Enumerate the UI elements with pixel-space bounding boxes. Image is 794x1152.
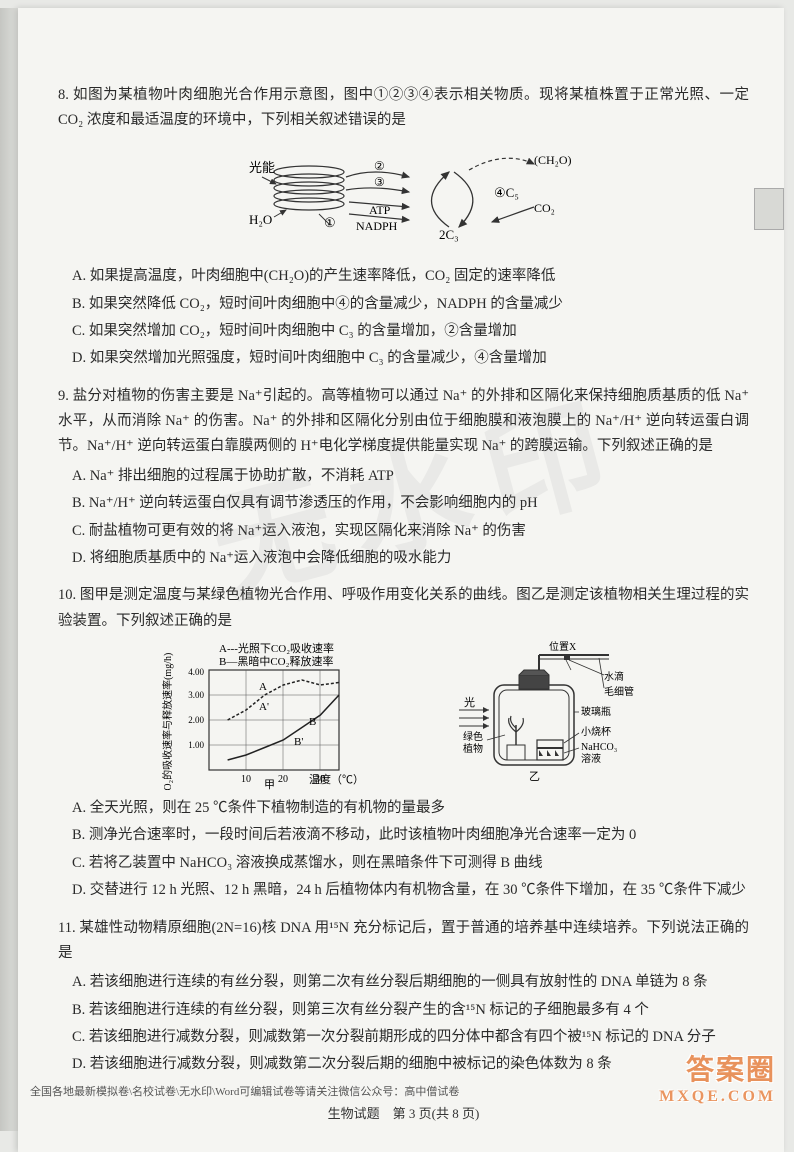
- question-11: 11. 某雄性动物精原细胞(2N=16)核 DNA 用¹⁵N 充分标记后，置于普…: [58, 916, 749, 1078]
- label-c5: ④C₅: [494, 185, 519, 200]
- label-n1: ①: [324, 215, 336, 230]
- question-10: 10. 图甲是测定温度与某绿色植物光合作用、呼吸作用变化关系的曲线。图乙是测定该…: [58, 583, 749, 903]
- label-position-x: 位置X: [549, 640, 577, 653]
- q11-stem-text: 某雄性动物精原细胞(2N=16)核 DNA 用¹⁵N 充分标记后，置于普通的培养…: [58, 920, 749, 961]
- q8-option-b: B. 如果突然降低 CO₂，短时间叶肉细胞中④的含量减少，NADPH 的含量减少: [58, 292, 749, 317]
- watermark-bottom-text: 全国各地最新模拟卷\名校试卷\无水印\Word可编辑试卷等请关注微信公众号：高中…: [30, 1083, 459, 1099]
- q10-apparatus: 位置X 水滴 毛细管 光: [449, 640, 649, 790]
- legend-b: B—黑暗中CO₂释放速率: [219, 654, 333, 668]
- thylakoid-icon: [274, 166, 344, 210]
- label-ch2o: (CH₂O): [534, 153, 572, 167]
- y-label: CO₂的吸收速率与释放速率(mg/h): [161, 653, 174, 790]
- q9-stem-text: 盐分对植物的伤害主要是 Na⁺引起的。高等植物可以通过 Na⁺ 的外排和区隔化来…: [58, 388, 749, 455]
- svg-text:B: B: [309, 716, 316, 728]
- q9-stem: 9. 盐分对植物的伤害主要是 Na⁺引起的。高等植物可以通过 Na⁺ 的外排和区…: [58, 384, 749, 460]
- label-light: 光能: [249, 160, 275, 175]
- legend-a: A---光照下CO₂吸收速率: [219, 641, 334, 655]
- q9-number: 9.: [58, 388, 69, 404]
- label-flask: 玻璃瓶: [581, 705, 611, 718]
- q8-stem-text: 如图为某植物叶肉细胞光合作用示意图，图中①②③④表示相关物质。现将某植株置于正常…: [58, 87, 749, 128]
- ytick-2: 2.00: [188, 715, 204, 725]
- question-9: 9. 盐分对植物的伤害主要是 Na⁺引起的。高等植物可以通过 Na⁺ 的外排和区…: [58, 384, 749, 572]
- q8-number: 8.: [58, 87, 69, 103]
- q11-number: 11.: [58, 920, 76, 936]
- q10-option-d: D. 交替进行 12 h 光照、12 h 黑暗，24 h 后植物体内有机物含量，…: [58, 878, 749, 903]
- q8-option-d: D. 如果突然增加光照强度，短时间叶肉细胞中 C₃ 的含量减少，④含量增加: [58, 346, 749, 371]
- q11-options: A. 若该细胞进行连续的有丝分裂，则第二次有丝分裂后期细胞的一侧具有放射性的 D…: [58, 970, 749, 1078]
- q10-number: 10.: [58, 587, 76, 603]
- q8-option-c: C. 如果突然增加 CO₂，短时间叶肉细胞中 C₃ 的含量增加，②含量增加: [58, 319, 749, 344]
- plant-icon: [507, 716, 525, 760]
- svg-text:A: A: [259, 681, 267, 693]
- chart-figure-label: 甲: [264, 779, 275, 790]
- label-co2: CO₂: [534, 201, 555, 215]
- q9-option-a: A. Na⁺ 排出细胞的过程属于协助扩散，不消耗 ATP: [58, 464, 749, 489]
- q11-option-d: D. 若该细胞进行减数分裂，则减数第二次分裂后期的细胞中被标记的染色体数为 8 …: [58, 1052, 749, 1077]
- apparatus-figure-label: 乙: [529, 770, 540, 783]
- label-nahco3-1: NaHCO₃: [581, 742, 617, 753]
- q8-diagram: 光能 H₂O ① ② ③ ATP NADPH: [214, 142, 594, 247]
- page-footer: 生物试题 第 3 页(共 8 页): [58, 1103, 749, 1122]
- q11-option-c: C. 若该细胞进行减数分裂，则减数第一次分裂前期形成的四分体中都含有四个被¹⁵N…: [58, 1025, 749, 1050]
- q8-option-a: A. 如果提高温度，叶肉细胞中(CH₂O)的产生速率降低，CO₂ 固定的速率降低: [58, 264, 749, 289]
- q8-stem: 8. 如图为某植物叶肉细胞光合作用示意图，图中①②③④表示相关物质。现将某植株置…: [58, 83, 749, 134]
- ytick-4: 4.00: [188, 667, 204, 677]
- q9-option-d: D. 将细胞质基质中的 Na⁺运入液泡中会降低细胞的吸水能力: [58, 546, 749, 571]
- svg-text:B': B': [294, 736, 303, 748]
- q10-option-c: C. 若将乙装置中 NaHCO₃ 溶液换成蒸馏水，则在黑暗条件下可测得 B 曲线: [58, 851, 749, 876]
- label-n3: ③: [374, 175, 385, 189]
- label-n2: ②: [374, 159, 385, 173]
- label-plant1: 绿色: [463, 730, 483, 743]
- label-nahco3-2: 溶液: [581, 752, 601, 765]
- ytick-3: 3.00: [188, 690, 204, 700]
- q10-diagrams: A---光照下CO₂吸收速率 B—黑暗中CO₂释放速率 CO₂的吸收速率与释放速…: [58, 640, 749, 790]
- label-h2o: H₂O: [249, 212, 272, 227]
- q10-stem-text: 图甲是测定温度与某绿色植物光合作用、呼吸作用变化关系的曲线。图乙是测定该植物相关…: [58, 587, 749, 628]
- q10-options: A. 全天光照，则在 25 ℃条件下植物制造的有机物的量最多 B. 测净光合速率…: [58, 796, 749, 904]
- question-8: 8. 如图为某植物叶肉细胞光合作用示意图，图中①②③④表示相关物质。现将某植株置…: [58, 83, 749, 372]
- q11-stem: 11. 某雄性动物精原细胞(2N=16)核 DNA 用¹⁵N 充分标记后，置于普…: [58, 916, 749, 967]
- q8-options: A. 如果提高温度，叶肉细胞中(CH₂O)的产生速率降低，CO₂ 固定的速率降低…: [58, 264, 749, 372]
- q9-options: A. Na⁺ 排出细胞的过程属于协助扩散，不消耗 ATP B. Na⁺/H⁺ 逆…: [58, 464, 749, 572]
- label-plant2: 植物: [463, 742, 483, 755]
- logo-line1: 答案圈: [659, 1048, 776, 1088]
- q9-option-b: B. Na⁺/H⁺ 逆向转运蛋白仅具有调节渗透压的作用，不会影响细胞内的 pH: [58, 491, 749, 516]
- watermark-logo: 答案圈 MXQE.COM: [659, 1048, 776, 1106]
- xtick-1: 10: [241, 774, 251, 785]
- label-capillary: 毛细管: [604, 685, 634, 698]
- label-c3: 2C₃: [439, 227, 459, 242]
- label-water-drop: 水滴: [604, 670, 624, 683]
- q8-diagram-container: 光能 H₂O ① ② ③ ATP NADPH: [58, 142, 749, 256]
- label-nadph: NADPH: [356, 219, 398, 233]
- q10-option-b: B. 测净光合速率时，一段时间后若液滴不移动，此时该植物叶肉细胞净光合速率一定为…: [58, 823, 749, 848]
- label-beaker: 小烧杯: [581, 725, 611, 738]
- label-light-arrow: 光: [464, 695, 475, 709]
- ytick-1: 1.00: [188, 740, 204, 750]
- label-atp: ATP: [369, 203, 391, 217]
- q10-chart: A---光照下CO₂吸收速率 B—黑暗中CO₂释放速率 CO₂的吸收速率与释放速…: [159, 640, 389, 790]
- q11-option-b: B. 若该细胞进行连续的有丝分裂，则第三次有丝分裂产生的含¹⁵N 标记的子细胞最…: [58, 998, 749, 1023]
- page-left-edge: [0, 8, 18, 1131]
- side-tab: [754, 188, 784, 230]
- q11-option-a: A. 若该细胞进行连续的有丝分裂，则第二次有丝分裂后期细胞的一侧具有放射性的 D…: [58, 970, 749, 995]
- q9-option-c: C. 耐盐植物可更有效的将 Na⁺运入液泡，实现区隔化来消除 Na⁺ 的伤害: [58, 519, 749, 544]
- x-label: 温度（℃）: [309, 772, 364, 786]
- svg-text:A': A': [259, 701, 269, 713]
- q10-option-a: A. 全天光照，则在 25 ℃条件下植物制造的有机物的量最多: [58, 796, 749, 821]
- q10-stem: 10. 图甲是测定温度与某绿色植物光合作用、呼吸作用变化关系的曲线。图乙是测定该…: [58, 583, 749, 634]
- exam-page: 无水印 8. 如图为某植物叶肉细胞光合作用示意图，图中①②③④表示相关物质。现将…: [18, 8, 784, 1152]
- logo-line2: MXQE.COM: [659, 1088, 776, 1106]
- xtick-2: 20: [278, 774, 288, 785]
